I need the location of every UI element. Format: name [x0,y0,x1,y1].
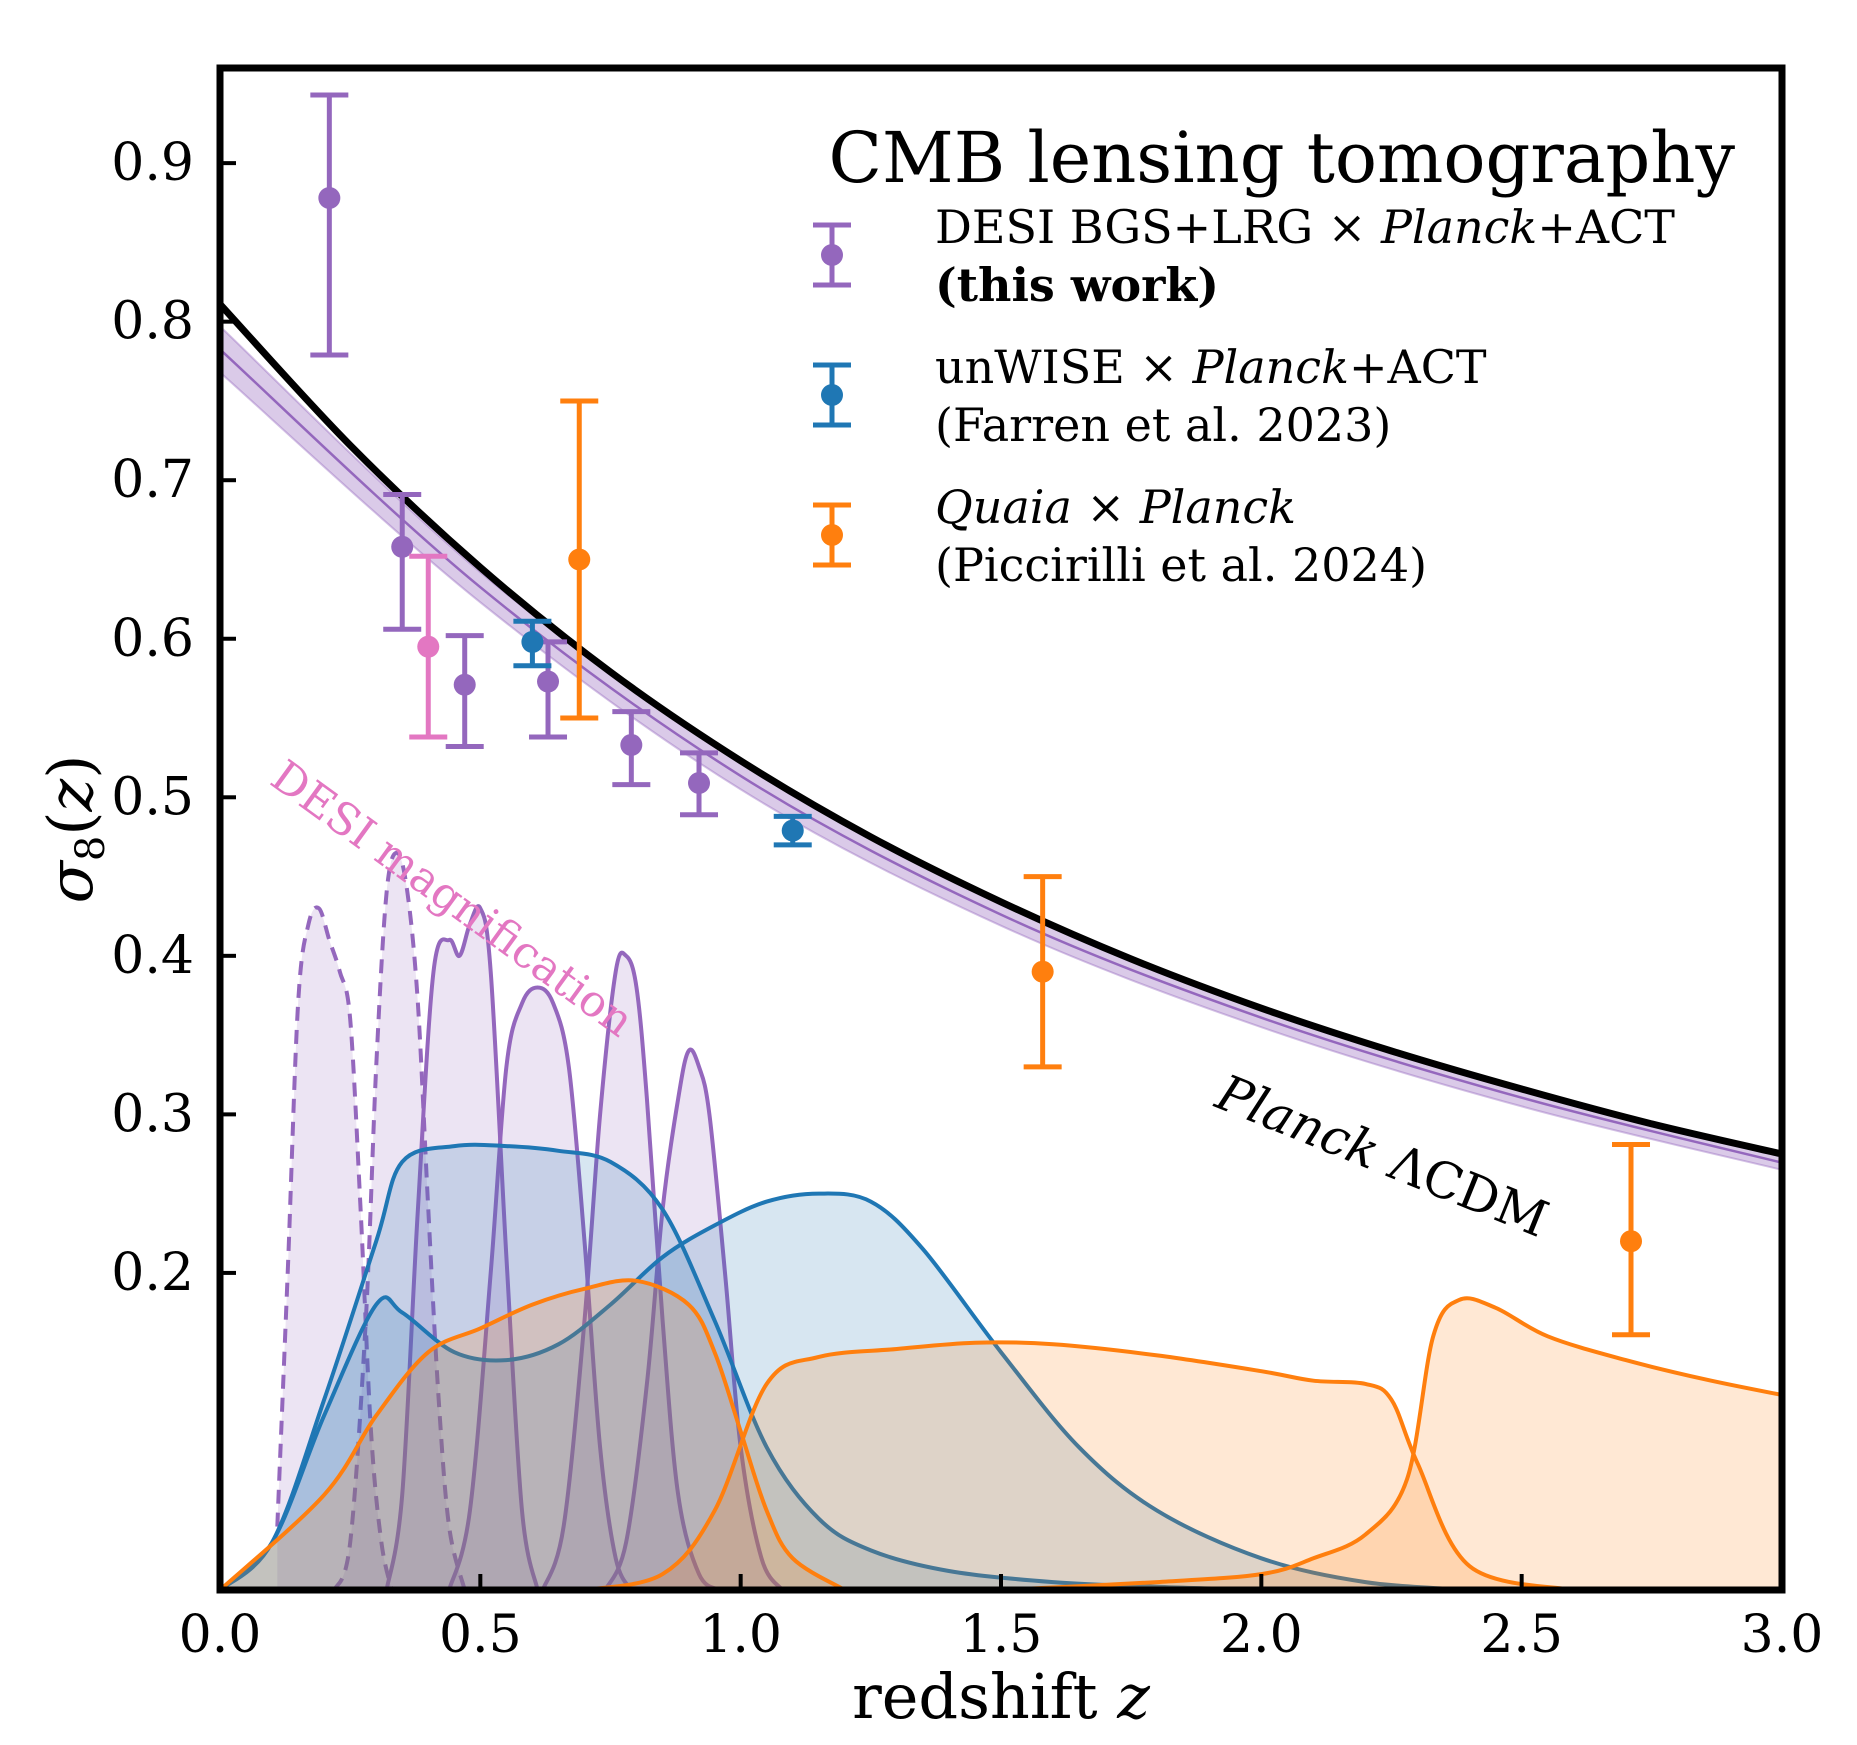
dndz-fill-11 [1001,1298,1782,1590]
legend-label-line2: (Piccirilli et al. 2024) [935,538,1427,592]
errorbar-4-3 [1612,1141,1651,1338]
dndz-line-10 [584,1340,1575,1590]
dndz-fill-5 [542,952,720,1590]
errorbar-1-3 [445,633,484,750]
legend-marker-dot [821,384,843,406]
plot-frame [216,64,1786,1594]
legend-label-line2: (this work) [935,258,1219,312]
dndz-line-5 [540,950,722,1590]
legend-label-line1: unWISE × Planck+ACT [935,340,1487,394]
x-tick-label: 0.0 [179,1605,262,1665]
errorbar-2-1 [409,553,448,740]
legend-label-line1: DESI BGS+LRG × Planck+ACT [935,200,1675,254]
y-tick-label: 0.8 [111,292,194,352]
errorbar-1-1 [310,92,349,358]
model-band-center [220,348,1782,1164]
errorbar-1-6 [680,750,719,818]
errorbar-1-2 [383,491,422,632]
dndz-line-3 [384,904,540,1590]
dndz-fill-7 [220,1144,1262,1590]
errorbar-4-1 [560,398,599,721]
data-point [781,819,804,842]
y-tick-label: 0.6 [111,609,194,669]
data-points [310,92,1651,1338]
x-axis-title: redshift z [852,1660,1150,1733]
x-tick-label: 2.5 [1480,1605,1563,1665]
y-axis-title: σ8(z) [34,755,114,904]
legend-entry-2: unWISE × Planck+ACT(Farren et al. 2023) [813,340,1487,452]
data-point [417,635,440,658]
dndz-line-1 [275,905,394,1590]
data-point [453,673,476,696]
dndz-fill-1 [277,907,392,1590]
model-curve [220,301,1782,1158]
x-tick-label: 2.0 [1220,1605,1303,1665]
legend-label-line2: (Farren et al. 2023) [935,398,1391,452]
axis-ticks: 0.2 0.3 0.4 0.5 0.6 0.7 0.8 0.9 0.0 0.5 1.0 1.5 2.0 2… [111,133,1823,1665]
dndz-line-4 [447,985,634,1590]
chart-title: CMB lensing tomography [828,117,1735,199]
model-curve-line [220,301,1782,1158]
errorbar-4-2 [1023,874,1062,1070]
y-tick-label: 0.9 [111,133,194,193]
legend-entry-1: DESI BGS+LRG × Planck+ACT(this work) [813,200,1675,312]
data-point [620,733,643,756]
data-point [537,670,560,693]
legend-label-line1: Quaia × Planck [935,480,1296,534]
errorbar-1-5 [612,709,651,788]
data-point [568,548,591,571]
dndz-fill-3 [386,906,538,1590]
errorbar-3-1 [513,618,552,669]
dndz-fill-2 [334,852,465,1590]
data-point [521,630,544,653]
legend-marker-dot [821,524,843,546]
y-tick-label: 0.7 [111,450,194,510]
legend-entry-3: Quaia × Planck(Piccirilli et al. 2024) [813,480,1427,592]
dndz-fill-4 [449,987,632,1590]
x-tick-label: 1.5 [960,1605,1043,1665]
dndz-curves [220,850,1782,1590]
dndz-line-11 [1000,1296,1782,1590]
dndz-fill-8 [220,1193,1470,1590]
dndz-fill-9 [220,1280,845,1590]
data-point [1620,1230,1643,1253]
dndz-fill-10 [584,1342,1574,1590]
y-tick-label: 0.3 [111,1084,194,1144]
y-tick-label: 0.5 [111,767,194,827]
dndz-line-9 [220,1278,846,1590]
x-tick-label: 1.0 [699,1605,782,1665]
data-point [1031,960,1054,983]
dndz-line-7 [220,1142,1262,1590]
dndz-line-2 [332,850,467,1590]
x-tick-label: 0.5 [439,1605,522,1665]
y-tick-label: 0.4 [111,926,194,986]
dndz-line-8 [220,1191,1470,1590]
data-point [318,187,341,210]
data-point [391,535,414,558]
x-tick-label: 3.0 [1741,1605,1824,1665]
legend-marker-dot [821,244,843,266]
errorbar-3-2 [773,813,812,848]
legend: DESI BGS+LRG × Planck+ACT(this work) unWI… [813,200,1675,592]
data-point [688,772,711,795]
y-tick-label: 0.2 [111,1243,194,1303]
